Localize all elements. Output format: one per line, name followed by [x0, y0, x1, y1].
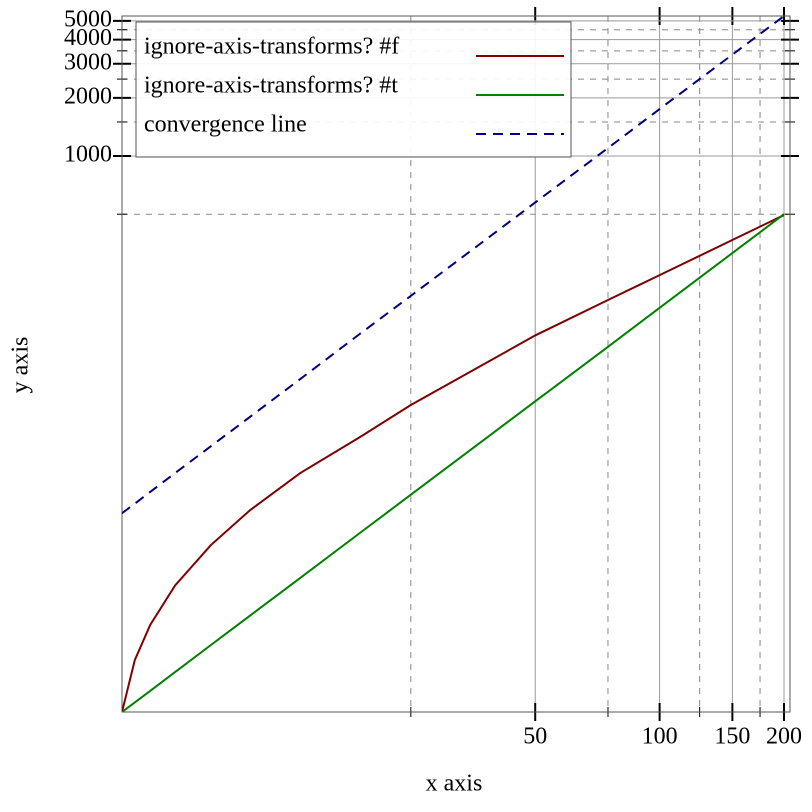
x-tick-label: 100: [642, 724, 678, 750]
x-tick-label: 50: [523, 724, 547, 750]
x-tick-label: 200: [766, 724, 802, 750]
y-axis-label: y axis: [8, 337, 34, 394]
series-line: [122, 214, 785, 712]
x-axis-label: x axis: [426, 771, 483, 797]
x-tick-label: 150: [714, 724, 750, 750]
plot-frame: [121, 15, 791, 713]
y-tick-label: 5000: [64, 6, 112, 32]
series-line: [122, 213, 785, 712]
legend-label: convergence line: [144, 112, 307, 138]
legend-label: ignore-axis-transforms? #t: [144, 73, 398, 99]
y-tick-label: 3000: [64, 49, 112, 75]
y-tick-label: 4000: [64, 25, 112, 51]
y-tick-label: 2000: [64, 83, 112, 109]
legend-label: ignore-axis-transforms? #f: [144, 34, 399, 60]
series-line: [122, 16, 785, 514]
y-tick-label: 1000: [64, 142, 112, 168]
